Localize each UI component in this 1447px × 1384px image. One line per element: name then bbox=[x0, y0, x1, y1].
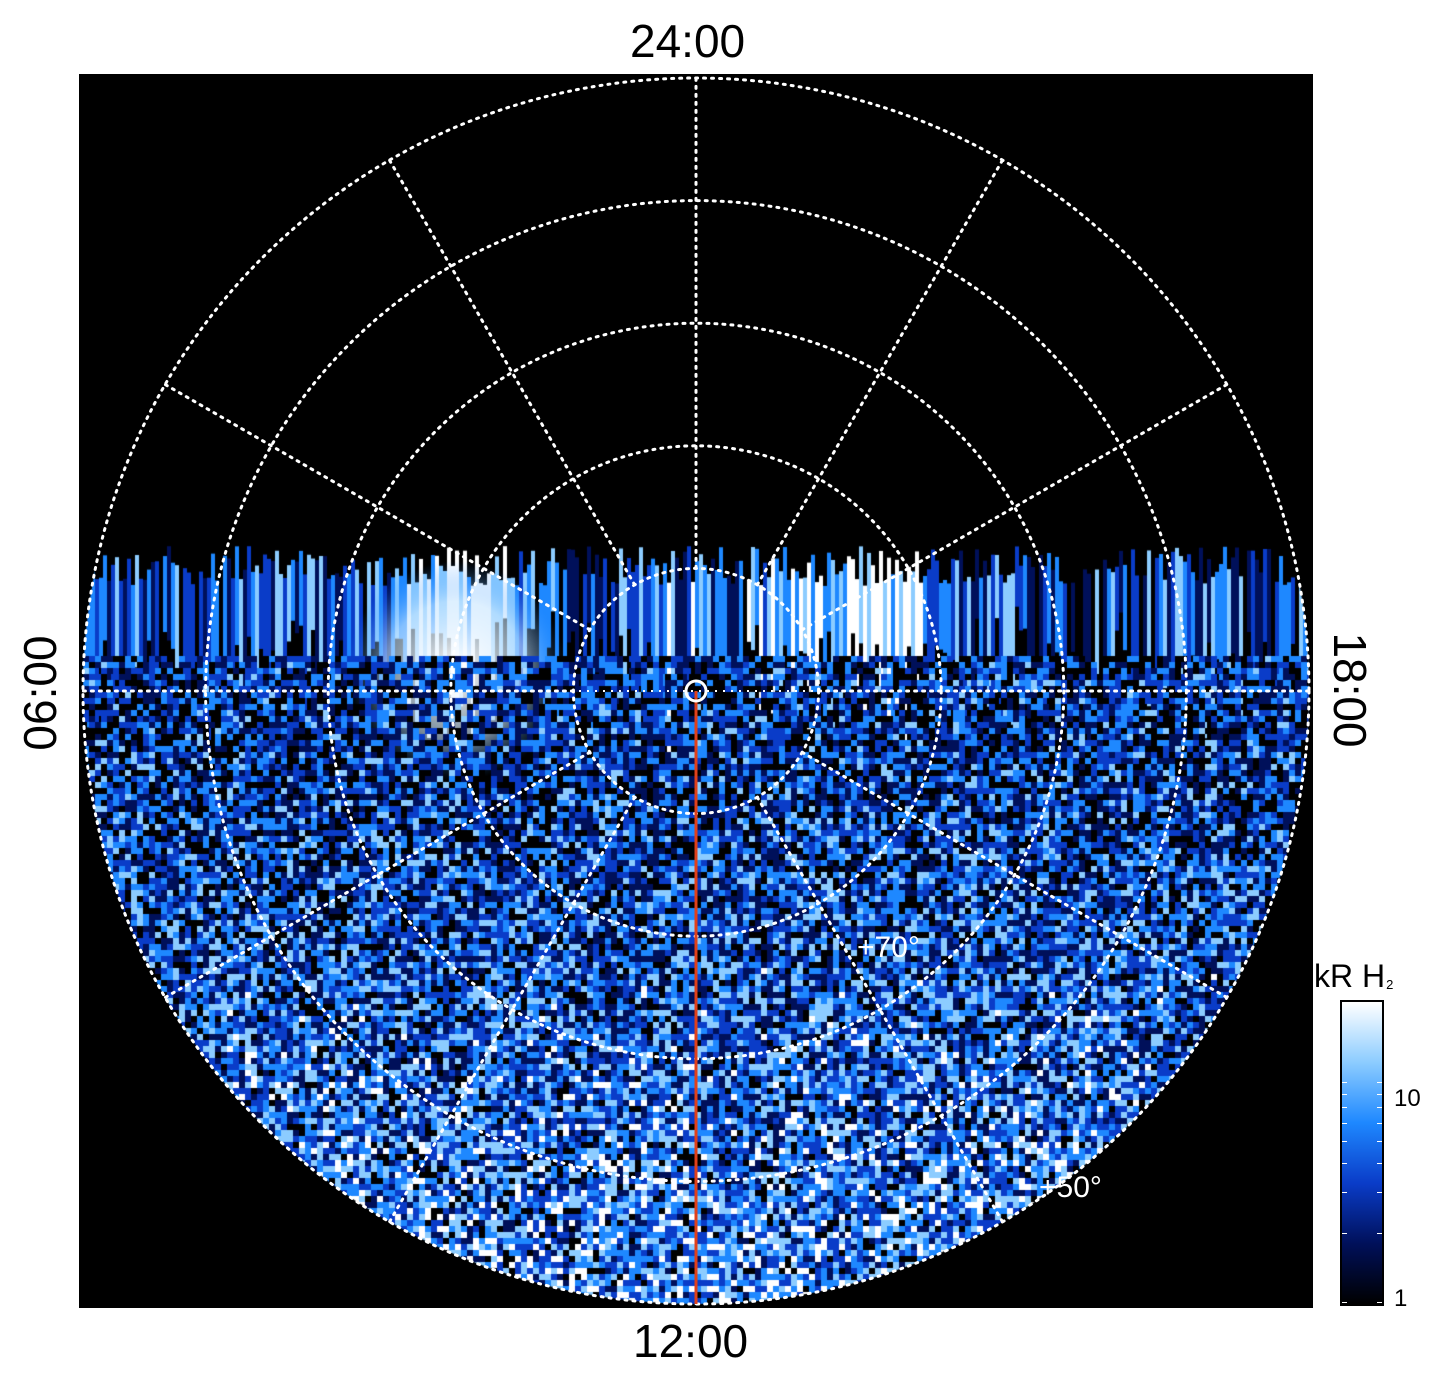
colorbar-minor-tick bbox=[1342, 1232, 1347, 1234]
pole-marker bbox=[684, 679, 708, 703]
colorbar-minor-tick bbox=[1377, 1107, 1382, 1109]
colorbar-minor-tick bbox=[1377, 1122, 1382, 1124]
colorbar-minor-tick bbox=[1342, 1163, 1347, 1165]
colorbar-title-text: kR H bbox=[1314, 958, 1386, 994]
colorbar-minor-tick bbox=[1342, 1081, 1347, 1083]
colorbar-minor-tick bbox=[1342, 1302, 1347, 1303]
latitude-label-70: +70° bbox=[857, 931, 920, 964]
meridian-line bbox=[388, 795, 637, 1224]
label-local-time-midnight: 24:00 bbox=[630, 15, 746, 67]
meridian-line bbox=[755, 158, 1004, 587]
meridian-line bbox=[800, 750, 1229, 999]
meridian-line bbox=[800, 383, 1229, 632]
colorbar bbox=[1340, 1000, 1384, 1306]
label-local-time-dusk: 18:00 bbox=[1324, 632, 1376, 748]
colorbar-minor-tick bbox=[1377, 1163, 1382, 1165]
colorbar-tick-10: 10 bbox=[1394, 1085, 1421, 1112]
label-local-time-noon: 12:00 bbox=[633, 1315, 749, 1367]
colorbar-minor-tick bbox=[1342, 1191, 1347, 1193]
colorbar-minor-tick bbox=[1342, 1122, 1347, 1124]
colorbar-minor-tick bbox=[1377, 1140, 1382, 1142]
colorbar-minor-tick bbox=[1342, 1140, 1347, 1142]
colorbar-title-subscript: 2 bbox=[1386, 977, 1394, 992]
colorbar-minor-tick bbox=[1377, 1232, 1382, 1234]
colorbar-minor-tick bbox=[1377, 1081, 1382, 1083]
label-local-time-dawn: 06:00 bbox=[14, 635, 66, 751]
colorbar-minor-tick bbox=[1377, 1191, 1382, 1193]
latitude-label-50: +50° bbox=[1039, 1171, 1102, 1204]
meridian-line bbox=[163, 383, 592, 632]
colorbar-minor-tick bbox=[1377, 1093, 1382, 1095]
meridian-line bbox=[388, 158, 637, 587]
colorbar-title: kR H2 bbox=[1314, 958, 1393, 995]
colorbar-minor-tick bbox=[1342, 1093, 1347, 1095]
colorbar-minor-tick bbox=[1377, 1302, 1382, 1303]
polar-grid-overlay: +70° +50° bbox=[81, 76, 1311, 1306]
colorbar-tick-1: 1 bbox=[1394, 1285, 1408, 1312]
meridian-line bbox=[163, 750, 592, 999]
meridian-line bbox=[755, 795, 1004, 1224]
colorbar-minor-tick bbox=[1342, 1107, 1347, 1109]
